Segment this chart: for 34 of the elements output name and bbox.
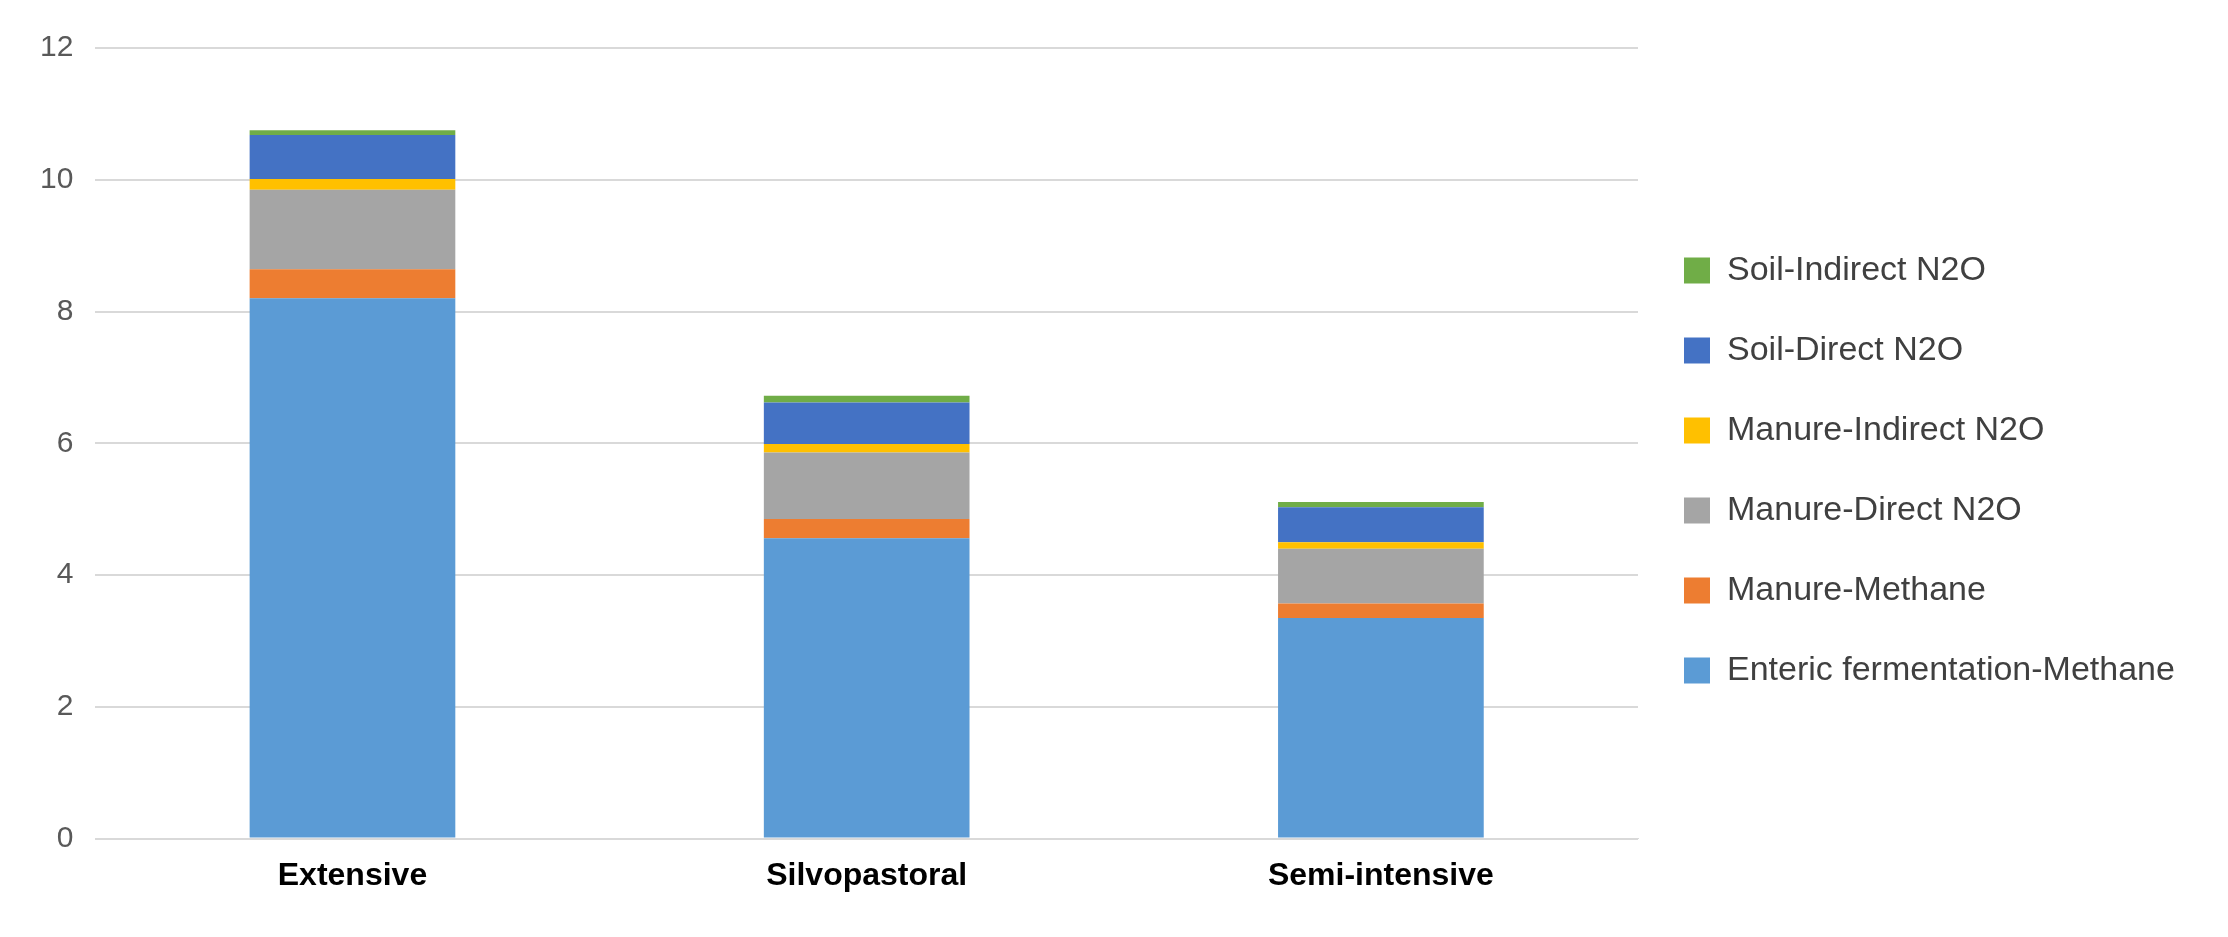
legend-label: Manure-Indirect N2O	[1727, 408, 2045, 447]
bar	[1278, 617, 1484, 838]
bar	[249, 269, 456, 299]
legend-label: Soil-Indirect N2O	[1727, 248, 1986, 287]
bar	[249, 189, 456, 270]
x-tick-label: Extensive	[277, 855, 428, 892]
bar	[763, 519, 970, 539]
x-tick-label: Semi-intensive	[1267, 855, 1494, 892]
bar	[249, 179, 456, 190]
y-tick-label: 4	[56, 556, 74, 590]
bar	[1278, 548, 1484, 604]
legend-label: Manure-Methane	[1727, 568, 1986, 607]
bar	[763, 395, 970, 403]
bar	[1278, 507, 1484, 543]
bar	[1278, 542, 1484, 549]
legend-label: Manure-Direct N2O	[1727, 488, 2022, 527]
bar	[249, 298, 456, 838]
y-tick-label: 12	[39, 29, 74, 63]
bar	[763, 452, 970, 520]
bar	[763, 538, 970, 838]
y-tick-label: 8	[56, 292, 74, 326]
y-tick-label: 0	[56, 819, 74, 853]
y-tick-label: 6	[56, 424, 74, 458]
bar	[1278, 501, 1484, 508]
bar	[249, 134, 456, 180]
legend-label: Enteric fermentation-Methane	[1727, 648, 2175, 687]
y-tick-label: 10	[39, 161, 74, 195]
bar	[763, 402, 970, 444]
bar	[249, 130, 456, 135]
bar	[1278, 603, 1484, 618]
bar	[763, 443, 970, 453]
y-tick-label: 2	[56, 688, 74, 722]
x-tick-label: Silvopastoral	[766, 855, 968, 892]
legend-label: Soil-Direct N2O	[1727, 328, 1964, 367]
